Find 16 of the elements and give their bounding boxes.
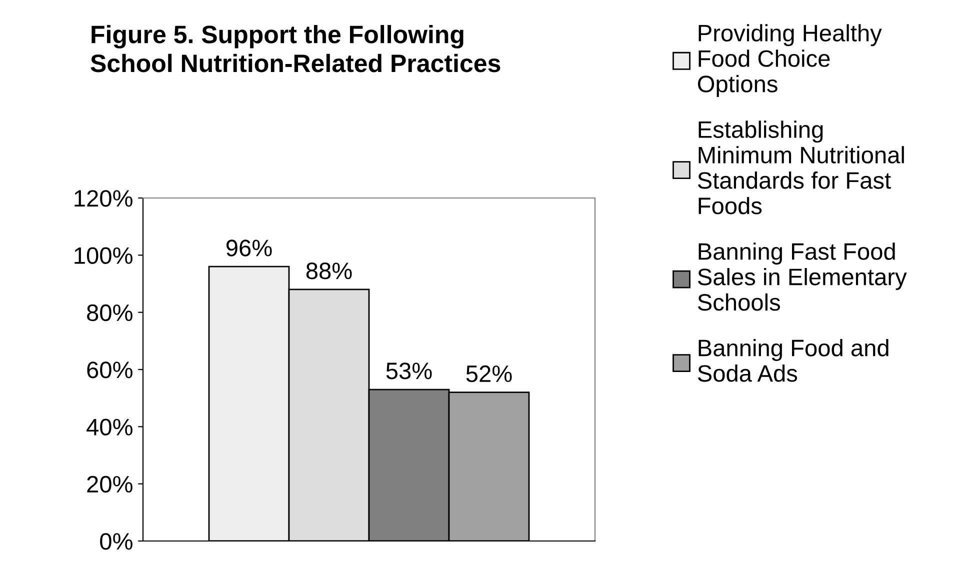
y-tick-label: 120% xyxy=(74,190,132,207)
y-tick-label: 80% xyxy=(87,304,132,322)
y-tick-label: 0% xyxy=(100,533,132,550)
legend-label: Providing Healthy Food Choice Options xyxy=(698,24,882,98)
legend-label: Banning Food and Soda Ads xyxy=(698,339,888,382)
y-tick-label: 20% xyxy=(87,476,132,493)
text: 52% xyxy=(466,365,512,382)
chart-title: Figure 5. Support the Following School Nutrition-Related Practices xyxy=(90,25,500,72)
y-tick-label: 100% xyxy=(74,247,132,264)
text: 53% xyxy=(386,362,432,380)
legend-label: Banning Fast Food Sales in Elementary Schools xyxy=(698,242,907,311)
y-tick-label: 40% xyxy=(86,418,132,436)
y-tick-label: 60% xyxy=(87,362,132,378)
text: 96% xyxy=(226,240,272,256)
text: 88% xyxy=(306,262,352,280)
legend-label: Establishing Minimum Nutritional Standards for Fast Foods xyxy=(698,120,904,214)
